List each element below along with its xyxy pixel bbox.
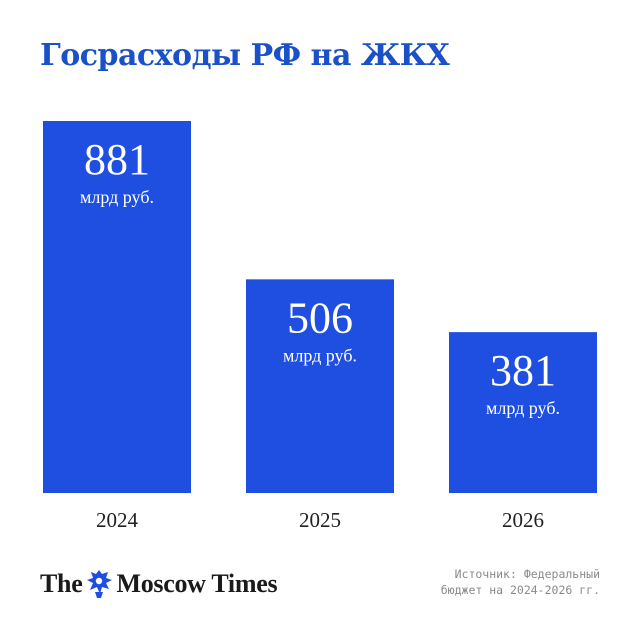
bar-2024 [43, 121, 191, 493]
source-note: Источник: Федеральный бюджет на 2024-202… [360, 566, 600, 598]
bar-2025 [246, 279, 394, 493]
source-line-2: бюджет на 2024-2026 гг. [440, 583, 600, 597]
x-tick-label-2024: 2024 [96, 508, 139, 532]
source-line-1: Источник: Федеральный [454, 567, 600, 581]
unit-label-2025: млрд руб. [283, 345, 357, 365]
x-tick-label-2025: 2025 [299, 508, 341, 532]
st-george-emblem-icon [84, 568, 114, 600]
value-label-2026: 381 [490, 346, 556, 395]
bar-2026 [449, 332, 597, 493]
x-tick-label-2026: 2026 [502, 508, 544, 532]
value-label-2024: 881 [84, 135, 150, 184]
logo-word-the: The [40, 569, 83, 598]
value-label-2025: 506 [287, 293, 353, 342]
chart-title: Госрасходы РФ на ЖКХ [40, 38, 450, 73]
the-moscow-times-logo: The Moscow Times [40, 568, 278, 600]
unit-label-2026: млрд руб. [486, 398, 560, 418]
logo-words-moscow-times: Moscow Times [116, 569, 278, 598]
unit-label-2024: млрд руб. [80, 187, 154, 207]
